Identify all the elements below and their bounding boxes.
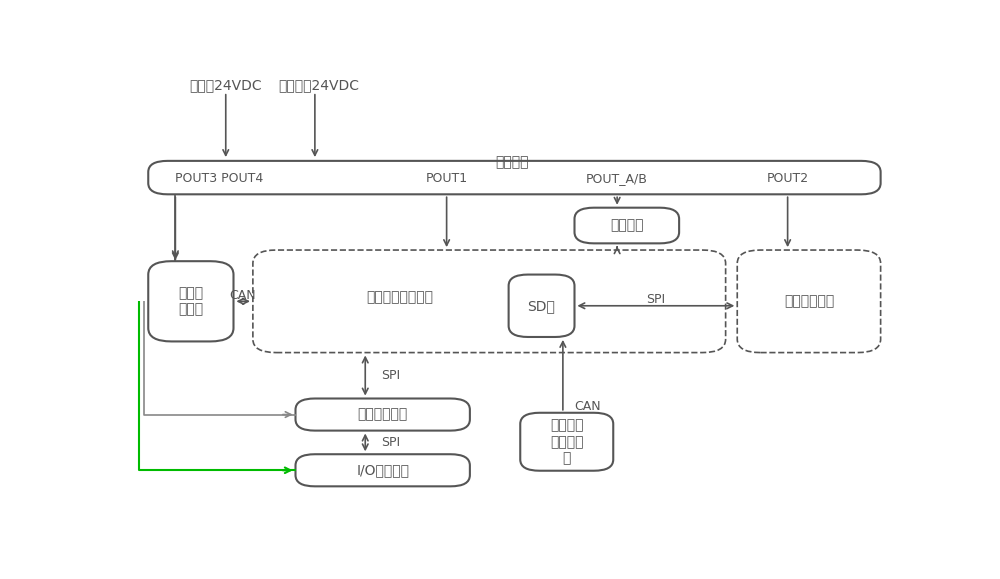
Text: POUT2: POUT2 — [767, 172, 809, 185]
Text: POUT_A/B: POUT_A/B — [586, 172, 648, 185]
Text: I/O扩展模块: I/O扩展模块 — [356, 463, 409, 477]
Text: 主电源24VDC: 主电源24VDC — [189, 78, 262, 92]
Text: SPI: SPI — [381, 436, 400, 449]
Text: SD卡: SD卡 — [528, 299, 556, 313]
Text: SPI: SPI — [381, 369, 400, 382]
Text: 执行机构: 执行机构 — [610, 218, 644, 233]
Text: 安全逻辑模块: 安全逻辑模块 — [784, 294, 834, 308]
Text: SPI: SPI — [646, 293, 665, 306]
Text: 数据采集模块: 数据采集模块 — [358, 408, 408, 422]
Text: 系统调试
及参数标
定: 系统调试 及参数标 定 — [550, 419, 584, 465]
Text: 电源模块: 电源模块 — [496, 155, 529, 168]
Text: CAN: CAN — [574, 401, 601, 413]
Text: 备用电源24VDC: 备用电源24VDC — [278, 78, 359, 92]
Text: 主控制及报警模块: 主控制及报警模块 — [367, 290, 434, 304]
Text: POUT3 POUT4: POUT3 POUT4 — [175, 172, 264, 185]
Text: POUT1: POUT1 — [426, 172, 468, 185]
Text: CAN: CAN — [229, 288, 256, 302]
Text: 人机交
互模块: 人机交 互模块 — [178, 286, 203, 316]
